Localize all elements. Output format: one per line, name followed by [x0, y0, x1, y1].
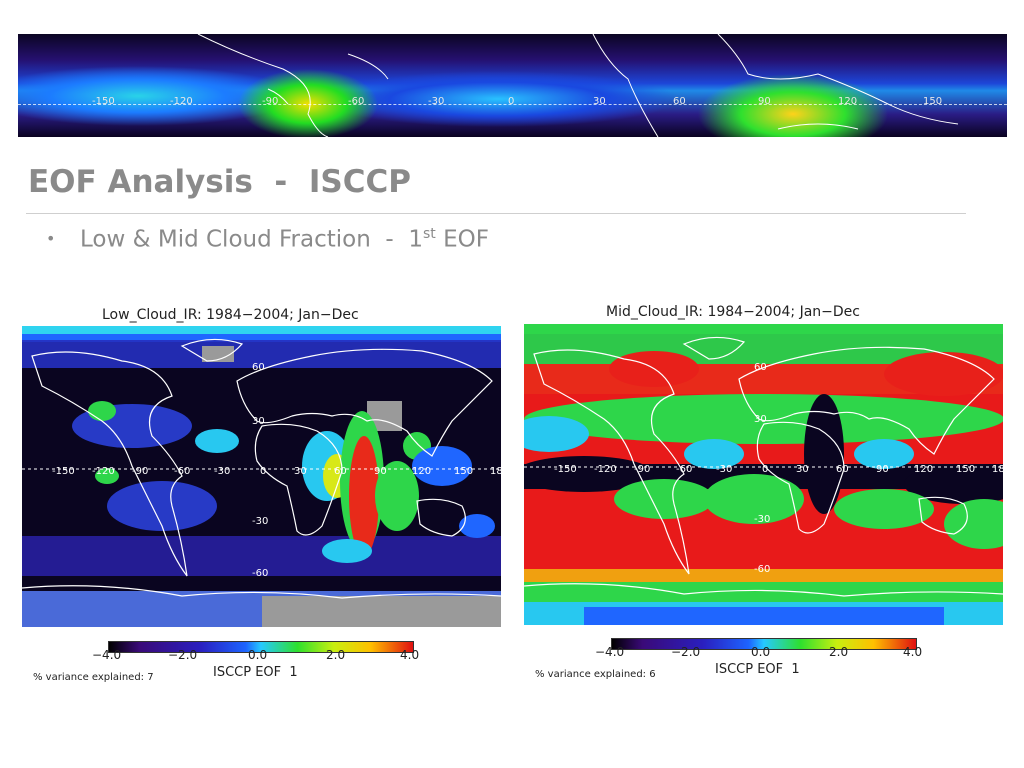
lon-tick: 0: [260, 466, 267, 477]
banner-equator-line: [18, 104, 1007, 105]
banner-coastline-overlay: [197, 33, 959, 138]
lat-tick: 30: [754, 414, 767, 425]
lon-tick: 120: [914, 464, 934, 475]
colorbar-tick: −2.0: [168, 648, 198, 662]
mid-cloud-colorbar-label: ISCCP EOF 1: [715, 662, 800, 677]
colorbar-tick: −2.0: [671, 645, 701, 659]
lon-tick: -60: [174, 466, 191, 477]
colorbar-tick: 4.0: [903, 645, 923, 659]
low-cloud-colorbar-label: ISCCP EOF 1: [213, 665, 298, 680]
lon-tick: 30: [796, 464, 809, 475]
lon-tick: 150: [956, 464, 976, 475]
lon-tick: 60: [836, 464, 849, 475]
lon-tick: -30: [716, 464, 733, 475]
lon-tick: -90: [132, 466, 149, 477]
lon-tick: 120: [412, 466, 432, 477]
bullet-superscript: st: [423, 226, 436, 242]
low-cloud-variance-label: % variance explained: 7: [33, 672, 154, 683]
lat-tick: -60: [754, 564, 771, 575]
lat-tick: -30: [754, 514, 771, 525]
lon-tick: 0: [762, 464, 769, 475]
low-cloud-colorbar: [108, 641, 414, 653]
lon-tick: -30: [214, 466, 231, 477]
mid-cloud-panel-title: Mid_Cloud_IR: 1984−2004; Jan−Dec: [606, 304, 860, 320]
banner-lon-tick: -30: [428, 96, 445, 107]
low-cloud-eof-map: 60 30 -30 -60 -150 -120 -90 -60 -30 0 30…: [22, 326, 501, 627]
lon-tick: -60: [676, 464, 693, 475]
mid-cloud-eof-map: 60 30 -30 -60 -150 -120 -90 -60 -30 0 30…: [524, 324, 1003, 625]
mid-cloud-variance-label: % variance explained: 6: [535, 669, 656, 680]
bullet-text: Low & Mid Cloud Fraction - 1: [80, 226, 423, 253]
banner-lon-tick: 150: [923, 96, 943, 107]
low-cloud-map-graphic: [22, 326, 501, 627]
lon-tick: -120: [92, 466, 115, 477]
slide-title: EOF Analysis - ISCCP: [28, 164, 411, 200]
banner-lon-tick: 0: [508, 96, 515, 107]
lat-tick: 60: [252, 362, 265, 373]
colorbar-tick: 0.0: [248, 648, 268, 662]
lon-tick: 18: [490, 466, 501, 477]
bullet-dot-icon: •: [46, 228, 56, 248]
colorbar-tick: 4.0: [400, 648, 420, 662]
colorbar-tick: −4.0: [595, 645, 625, 659]
lat-tick: 30: [252, 416, 265, 427]
banner-cloud-map: -150 -120 -90 -60 -30 0 30 60 90 120 150: [18, 33, 1007, 138]
colorbar-tick: −4.0: [92, 648, 122, 662]
lon-tick: -90: [634, 464, 651, 475]
lon-tick: 90: [374, 466, 387, 477]
colorbar-tick: 2.0: [829, 645, 849, 659]
lon-tick: -120: [594, 464, 617, 475]
lon-tick: 60: [334, 466, 347, 477]
banner-lon-tick: -60: [348, 96, 365, 107]
banner-lon-tick: -120: [170, 96, 193, 107]
colorbar-tick: 2.0: [326, 648, 346, 662]
lon-tick: 30: [294, 466, 307, 477]
lon-tick: -150: [554, 464, 577, 475]
banner-lon-tick: -90: [262, 96, 279, 107]
mid-cloud-map-graphic: [524, 324, 1003, 625]
colorbar-tick: 0.0: [751, 645, 771, 659]
title-divider: [26, 213, 966, 214]
lon-tick: 150: [454, 466, 474, 477]
lat-tick: -60: [252, 568, 269, 579]
bullet-suffix: EOF: [435, 226, 489, 253]
banner-lon-tick: 60: [673, 96, 686, 107]
lat-tick: -30: [252, 516, 269, 527]
mid-cloud-colorbar: [611, 638, 917, 650]
lon-tick: 18: [992, 464, 1003, 475]
banner-lon-tick: 30: [593, 96, 606, 107]
banner-lon-tick: 120: [838, 96, 858, 107]
lon-tick: -150: [52, 466, 75, 477]
lon-tick: 90: [876, 464, 889, 475]
banner-lon-tick: 90: [758, 96, 771, 107]
banner-lon-tick: -150: [92, 96, 115, 107]
lat-tick: 60: [754, 362, 767, 373]
bullet-item: • Low & Mid Cloud Fraction - 1st EOF: [46, 226, 489, 253]
low-cloud-panel-title: Low_Cloud_IR: 1984−2004; Jan−Dec: [102, 307, 359, 323]
